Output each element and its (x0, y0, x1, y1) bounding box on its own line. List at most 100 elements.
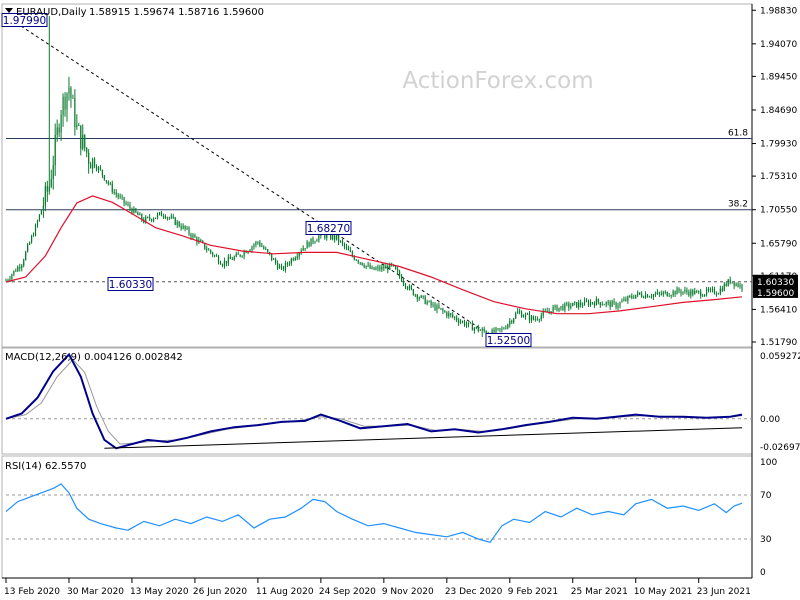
candle-body (471, 323, 473, 331)
candle-body (580, 302, 582, 306)
candle-body (180, 226, 182, 229)
candle-body (158, 212, 161, 215)
candle-body (473, 328, 475, 331)
candle-body (461, 321, 464, 323)
candle-body (635, 294, 637, 299)
candle-body (221, 264, 224, 266)
candle-body (379, 266, 381, 270)
candle-body (499, 328, 501, 330)
candle-body (436, 305, 438, 311)
candle-body (204, 242, 206, 249)
candle-body (414, 294, 416, 296)
candle-body (542, 311, 544, 316)
candle-body (410, 285, 412, 290)
candle-body (733, 282, 735, 286)
price-tick-label: 1.75310 (760, 172, 797, 182)
price-tick-label: 1.65790 (760, 239, 797, 249)
candle-body (603, 304, 605, 306)
candle-body (76, 124, 78, 127)
candle-body (64, 96, 66, 110)
candle-body (123, 197, 125, 203)
candle-body (9, 279, 11, 281)
date-tick-label: 10 May 2021 (634, 587, 693, 597)
candle-body (623, 299, 625, 301)
candle-body (698, 291, 700, 292)
rsi-tick-label: 30 (760, 535, 772, 545)
candle-body (729, 279, 731, 283)
candle-body (731, 282, 733, 284)
candle-body (625, 299, 627, 301)
candle-body (709, 289, 712, 291)
price-tick-label: 1.89450 (760, 72, 797, 82)
candle-body (550, 311, 552, 313)
label-support-160330: 1.60330 (109, 279, 152, 291)
candle-body (19, 266, 21, 269)
label-168270-box (305, 221, 352, 235)
candle-body (154, 217, 157, 219)
candle-body (548, 311, 550, 312)
rsi-tick-label: 0 (760, 568, 766, 578)
candle-body (546, 310, 548, 312)
candle-body (21, 265, 23, 269)
candle-body (493, 329, 495, 333)
candle-body (562, 306, 564, 311)
candle-body (182, 225, 184, 229)
candle-body (88, 152, 90, 164)
candle-body (375, 268, 377, 270)
candle-body (448, 313, 450, 317)
macd-line (5, 352, 743, 450)
candle-body (86, 147, 88, 153)
candle-body (617, 305, 619, 308)
candle-body (162, 216, 165, 217)
candle-body (741, 284, 743, 290)
date-tick-label: 26 Jun 2020 (193, 587, 247, 597)
candle-body (284, 263, 287, 270)
candle-body (186, 228, 188, 229)
candle-body (149, 216, 151, 220)
candle-body (105, 180, 107, 182)
candle-body (351, 251, 353, 257)
candle-body (310, 238, 312, 247)
candle-body (505, 328, 507, 330)
candle-body (509, 321, 511, 325)
candle-body (426, 301, 428, 304)
candle-body (184, 225, 186, 229)
candle-body (7, 280, 9, 281)
candle-body (398, 271, 401, 277)
candle-body (288, 263, 290, 265)
candle-body (306, 242, 308, 249)
candle-body (678, 288, 680, 292)
candle-body (82, 134, 84, 149)
candle-body (666, 291, 668, 297)
candle-body (639, 292, 641, 295)
candle-body (196, 237, 198, 243)
label-support-160330-box (107, 277, 154, 291)
candle-body (292, 258, 294, 261)
candle-body (483, 328, 485, 332)
candle-body (428, 300, 430, 302)
candle-body (349, 250, 351, 252)
candle-body (668, 295, 670, 297)
dropdown-triangle-icon[interactable] (5, 8, 13, 13)
candle-body (391, 263, 393, 265)
trend-line (5, 15, 483, 331)
candle-body (72, 97, 74, 99)
candle-body (275, 259, 277, 263)
candle-body (611, 301, 613, 307)
candle-body (627, 296, 629, 301)
candle-body (38, 214, 41, 221)
candle-body (27, 244, 29, 252)
candle-body (30, 235, 33, 243)
candle-body (534, 318, 536, 320)
candle-body (520, 312, 523, 318)
candle-body (273, 259, 275, 260)
candle-body (479, 330, 481, 331)
candle-body (536, 318, 538, 320)
candle-body (225, 260, 228, 264)
candle-body (117, 194, 119, 198)
candle-body (715, 293, 718, 295)
candle-body (337, 235, 340, 242)
candle-body (601, 304, 603, 306)
candle-body (713, 288, 716, 294)
